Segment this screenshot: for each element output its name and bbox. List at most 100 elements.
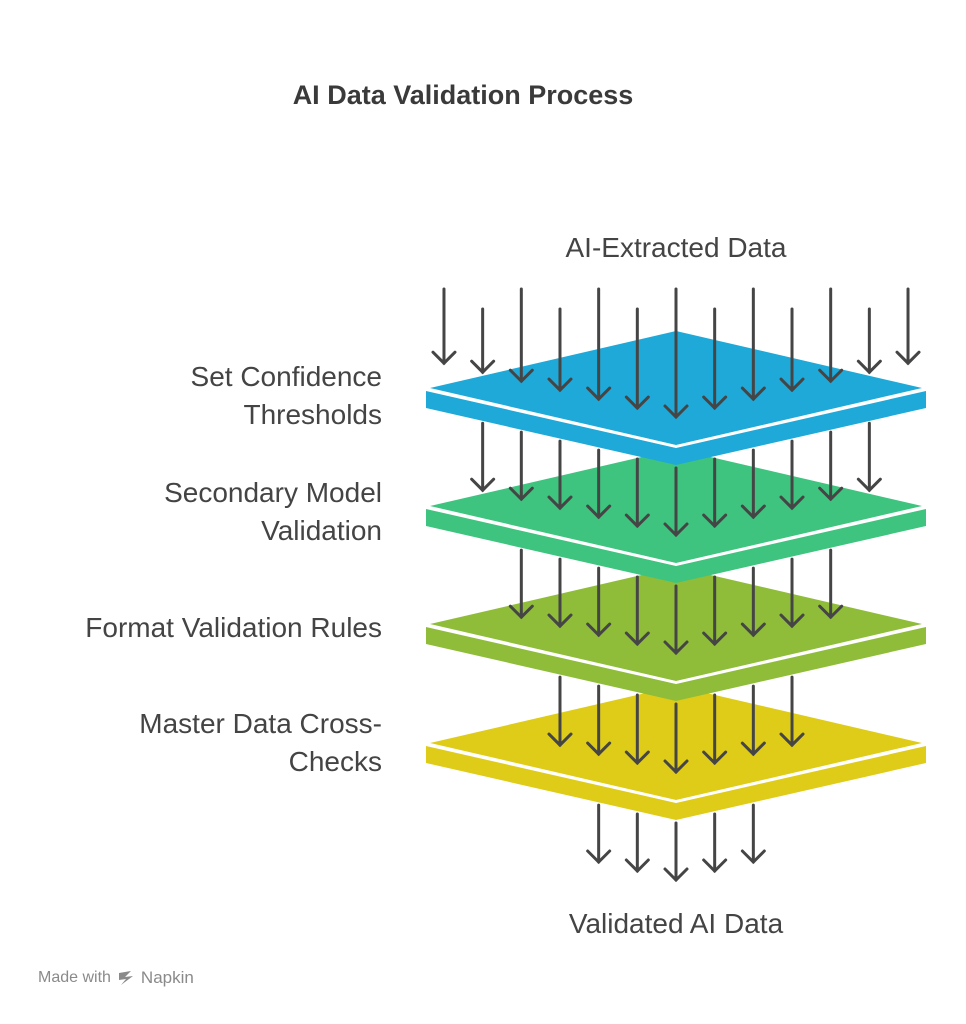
arrow-head <box>663 522 689 538</box>
arrow-head <box>856 477 882 493</box>
down-arrow-icon <box>586 566 612 638</box>
arrow-head <box>895 350 921 366</box>
down-arrow-icon <box>586 684 612 757</box>
layer-side <box>426 509 926 583</box>
diagram-title: AI Data Validation Process <box>292 80 634 110</box>
layer-side <box>426 391 926 465</box>
down-arrow-icon <box>663 821 689 883</box>
arrow-head <box>779 495 805 511</box>
down-arrow-icon <box>547 675 573 748</box>
down-arrow-icon <box>818 548 844 620</box>
label-line: Validation <box>261 515 382 546</box>
arrow-head <box>508 368 534 384</box>
down-arrow-icon <box>779 439 805 511</box>
arrow-head <box>818 486 844 502</box>
arrow-head <box>818 368 844 384</box>
down-arrow-icon <box>895 287 921 366</box>
down-arrow-icon <box>856 307 882 375</box>
down-arrow-icon <box>624 812 650 874</box>
down-arrow-icon <box>624 693 650 766</box>
down-arrow-icon <box>586 287 612 402</box>
label-line: Secondary Model <box>164 477 382 508</box>
arrow-head <box>702 858 728 874</box>
arrow-head <box>586 849 612 865</box>
output-label: Validated AI Data <box>568 908 784 939</box>
down-arrow-icon <box>702 812 728 874</box>
layer-edge <box>425 623 927 684</box>
arrow-head <box>508 604 534 620</box>
arrow-head <box>547 613 573 629</box>
down-arrow-icon <box>663 466 689 538</box>
down-arrow-icon <box>547 439 573 511</box>
arrow-head <box>702 513 728 529</box>
arrow-head <box>470 477 496 493</box>
down-arrow-icon <box>508 287 534 384</box>
input-label: AI-Extracted Data <box>565 232 787 263</box>
arrow-head <box>624 395 650 411</box>
down-arrow-icon <box>779 675 805 748</box>
down-arrow-icon <box>740 803 766 865</box>
down-arrow-icon <box>508 548 534 620</box>
arrow-head <box>586 741 612 757</box>
down-arrow-icon <box>470 421 496 493</box>
down-arrow-icon <box>508 430 534 502</box>
down-arrow-icon <box>740 566 766 638</box>
down-arrow-icon <box>470 307 496 375</box>
label-line: Master Data Cross- <box>139 708 382 739</box>
down-arrow-icon <box>663 287 689 420</box>
arrow-head <box>702 395 728 411</box>
down-arrow-icon <box>856 421 882 493</box>
down-arrow-icon <box>586 448 612 520</box>
down-arrow-icon <box>547 307 573 393</box>
arrow-head <box>547 495 573 511</box>
layer-edge <box>425 387 927 448</box>
arrow-head <box>586 504 612 520</box>
down-arrow-icon <box>818 287 844 384</box>
down-arrow-icon <box>431 287 457 366</box>
arrow-head <box>663 867 689 883</box>
arrow-head <box>740 386 766 402</box>
down-arrow-icon <box>702 457 728 529</box>
label-line: Set Confidence <box>190 361 382 392</box>
footer: Made with Napkin <box>38 968 194 988</box>
down-arrow-icon <box>663 702 689 775</box>
down-arrow-icon <box>702 575 728 647</box>
down-arrow-icon <box>624 307 650 411</box>
layer-edge <box>425 505 927 566</box>
down-arrow-icon <box>624 457 650 529</box>
arrow-head <box>624 631 650 647</box>
arrow-head <box>547 732 573 748</box>
arrow-head <box>740 504 766 520</box>
label-line: Thresholds <box>243 399 382 430</box>
arrow-head <box>702 631 728 647</box>
arrow-head <box>663 404 689 420</box>
arrow-head <box>740 849 766 865</box>
arrow-head <box>702 750 728 766</box>
arrow-head <box>779 613 805 629</box>
label-line: Format Validation Rules <box>85 612 382 643</box>
arrow-head <box>470 359 496 375</box>
arrow-head <box>740 622 766 638</box>
arrow-head <box>586 386 612 402</box>
label-line: Checks <box>288 746 382 777</box>
arrow-head <box>508 486 534 502</box>
arrow-head <box>586 622 612 638</box>
arrow-head <box>624 858 650 874</box>
down-arrow-icon <box>702 693 728 766</box>
down-arrow-icon <box>740 448 766 520</box>
arrow-head <box>663 640 689 656</box>
down-arrow-icon <box>586 803 612 865</box>
layer-label-master-data: Master Data Cross- Checks <box>139 705 382 781</box>
arrow-head <box>779 377 805 393</box>
arrow-head <box>431 350 457 366</box>
down-arrow-icon <box>740 684 766 757</box>
layer-edge <box>425 742 927 803</box>
down-arrow-icon <box>663 584 689 656</box>
down-arrow-icon <box>818 430 844 502</box>
arrow-head <box>779 732 805 748</box>
down-arrow-icon <box>547 557 573 629</box>
down-arrow-icon <box>702 307 728 411</box>
arrow-head <box>663 759 689 775</box>
arrow-head <box>856 359 882 375</box>
